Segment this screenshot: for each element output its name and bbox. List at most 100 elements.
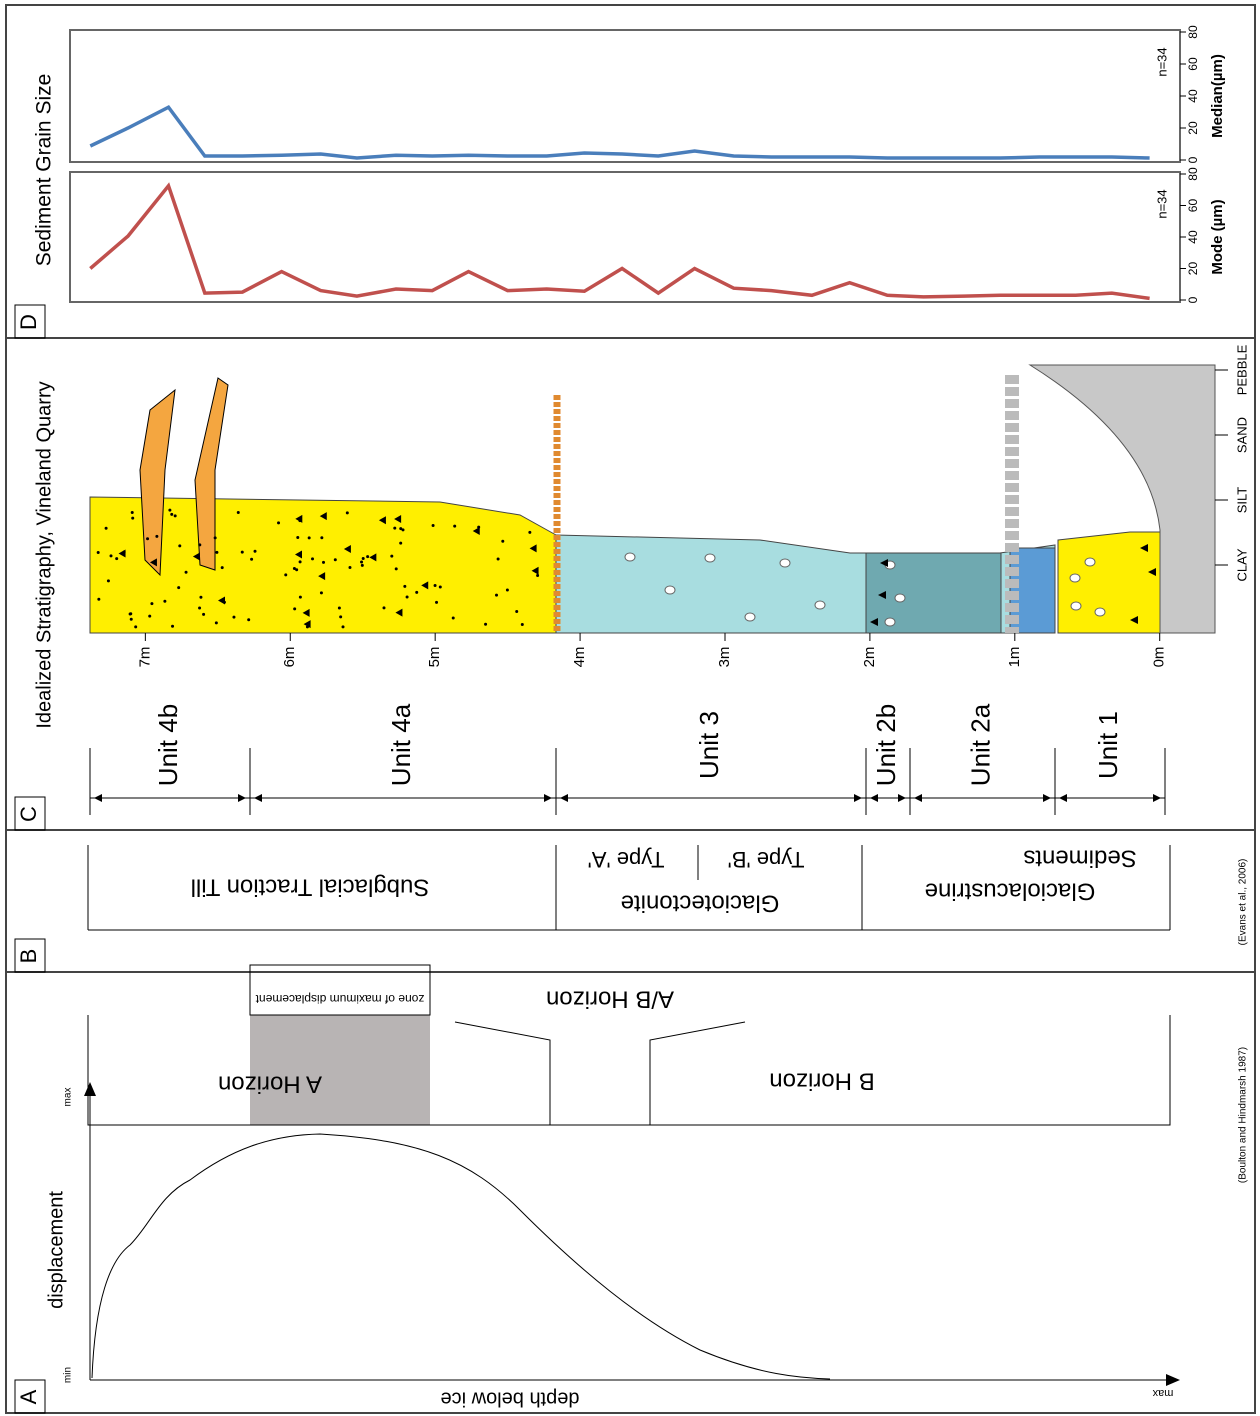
grain — [215, 551, 218, 554]
grain — [528, 531, 531, 534]
zone-label: zone of maximum displacement — [250, 991, 430, 1012]
grain — [155, 535, 158, 538]
unit-label: Unit 3 — [694, 711, 724, 779]
grain — [296, 536, 299, 539]
grain — [146, 537, 149, 540]
pebble — [705, 554, 715, 562]
grain — [198, 543, 201, 546]
depth-label: 1m — [1006, 647, 1023, 668]
grain — [453, 525, 456, 528]
axis-label: displacement — [45, 1191, 67, 1309]
citation: (Boulton and Hindmarsh 1987) — [1238, 1047, 1249, 1183]
grain — [390, 555, 393, 558]
panel-label: C — [16, 806, 41, 822]
pebble — [885, 618, 895, 626]
plot-frame — [70, 172, 1180, 302]
grain — [434, 584, 437, 587]
y-tick-label: 40 — [1186, 89, 1200, 103]
grain — [435, 601, 438, 604]
grain — [185, 571, 188, 574]
grain — [322, 561, 325, 564]
grain — [198, 607, 201, 610]
grain — [399, 542, 402, 545]
axis-end: max — [63, 1088, 74, 1107]
figure: D C B A Sediment Grain Size Idealized St… — [0, 0, 1260, 1416]
grain — [506, 588, 509, 591]
horizon-boundary — [455, 1022, 550, 1125]
pebble — [665, 586, 675, 594]
grain — [306, 625, 309, 628]
grain — [202, 613, 205, 616]
grain — [339, 615, 342, 618]
grain — [395, 567, 398, 570]
grain — [254, 550, 257, 553]
arrow — [84, 1082, 96, 1096]
grain-label: CLAY — [1234, 548, 1249, 581]
grain — [521, 623, 524, 626]
grain — [342, 625, 345, 628]
series-line — [90, 186, 1149, 299]
horizon-label: B Horizon — [769, 1068, 874, 1095]
pebble — [1071, 602, 1081, 610]
grain — [299, 560, 302, 563]
grain — [393, 527, 396, 530]
grain — [277, 521, 280, 524]
y-tick-label: 20 — [1186, 121, 1200, 135]
pebble — [895, 594, 905, 602]
grain — [536, 574, 539, 577]
y-axis-label: Mode (µm) — [1209, 199, 1226, 274]
grain — [247, 618, 250, 621]
axis-end: min — [63, 1367, 74, 1383]
unit-label: Unit 2a — [965, 703, 995, 786]
grain — [346, 511, 349, 514]
horizon-label: A/B Horizon — [546, 986, 674, 1013]
grain — [406, 595, 409, 598]
y-tick-label: 0 — [1186, 156, 1200, 163]
grain — [452, 616, 455, 619]
unit-label: Unit 4a — [386, 703, 416, 786]
grain — [221, 566, 224, 569]
facies: Sediments — [1023, 845, 1136, 872]
horizon-label: A Horizon — [218, 1071, 322, 1098]
depth-label: 7m — [136, 647, 153, 668]
grain — [362, 557, 365, 560]
sample-count: n=34 — [1154, 47, 1169, 76]
grain — [284, 573, 287, 576]
grain — [360, 561, 363, 564]
facies: Type 'B' — [728, 847, 805, 872]
unit-label: Unit 2b — [871, 704, 901, 786]
sample-count: n=34 — [1154, 189, 1169, 218]
grain — [115, 557, 118, 560]
grain — [320, 591, 323, 594]
y-tick-label: 60 — [1186, 199, 1200, 213]
depth-label: 6m — [281, 647, 298, 668]
displacement-curve — [92, 1134, 830, 1379]
grain — [168, 509, 171, 512]
y-tick-label: 80 — [1186, 167, 1200, 181]
grain — [170, 513, 173, 516]
facies: Glaciotectonite — [621, 890, 780, 917]
grain-label: PEBBLE — [1234, 344, 1249, 395]
grain — [129, 612, 132, 615]
grain — [439, 586, 442, 589]
facies: Glaciolacustrine — [925, 878, 1096, 905]
grain — [401, 528, 404, 531]
grain — [232, 616, 235, 619]
grain — [366, 555, 369, 558]
depth-label: 5m — [426, 647, 443, 668]
pebble — [1085, 558, 1095, 566]
depth-label: 2m — [861, 647, 878, 668]
citation: (Evans et al., 2006) — [1238, 859, 1249, 946]
axis-label: depth below ice — [441, 1388, 580, 1410]
frame — [6, 5, 1255, 1413]
y-tick-label: 40 — [1186, 230, 1200, 244]
zone-wrap: zone of maximum displacement — [250, 967, 430, 1012]
grain — [97, 598, 100, 601]
grain — [199, 596, 202, 599]
depth-label: 3m — [716, 647, 733, 668]
grain — [348, 566, 351, 569]
grain — [150, 602, 153, 605]
grain — [105, 527, 108, 530]
grain — [131, 511, 134, 514]
plot-frame — [70, 30, 1180, 162]
